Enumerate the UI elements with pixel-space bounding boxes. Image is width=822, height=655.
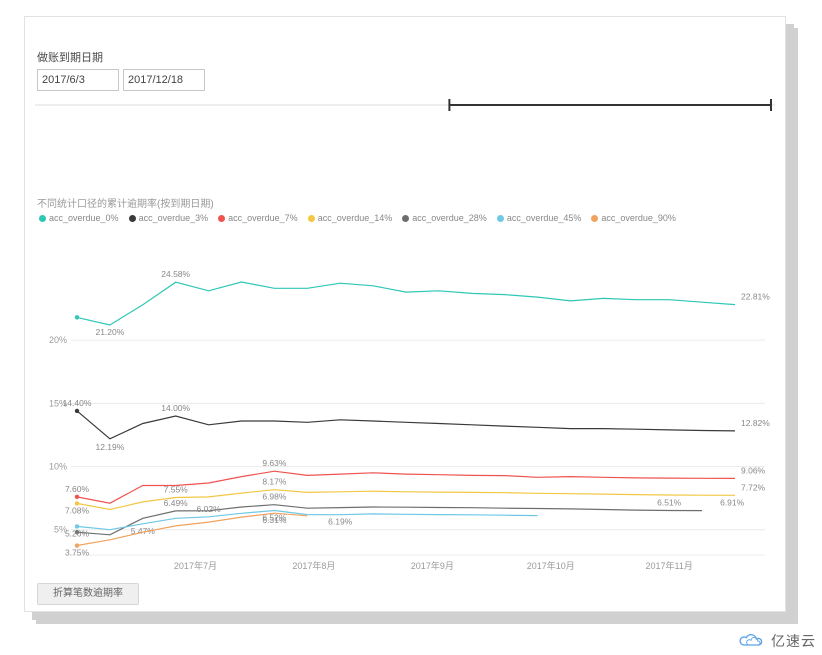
svg-text:12.82%: 12.82%: [741, 418, 770, 428]
svg-text:6.02%: 6.02%: [197, 504, 222, 514]
date-to-input[interactable]: 2017/12/18: [123, 69, 205, 91]
svg-text:2017年7月: 2017年7月: [174, 560, 217, 571]
svg-text:2017年11月: 2017年11月: [646, 560, 693, 571]
svg-text:7.72%: 7.72%: [741, 482, 766, 492]
svg-text:6.98%: 6.98%: [262, 492, 287, 502]
series-acc_overdue_3: [77, 411, 735, 439]
legend-dot-icon: [218, 215, 225, 222]
svg-text:24.58%: 24.58%: [161, 269, 190, 279]
svg-text:22.81%: 22.81%: [741, 292, 770, 302]
legend-dot-icon: [497, 215, 504, 222]
legend-label: acc_overdue_7%: [228, 213, 298, 223]
svg-text:6.51%: 6.51%: [657, 498, 682, 508]
svg-text:6.31%: 6.31%: [262, 515, 287, 525]
svg-text:14.00%: 14.00%: [161, 403, 190, 413]
svg-text:3.75%: 3.75%: [65, 548, 90, 558]
legend-item-acc_overdue_28[interactable]: acc_overdue_28%: [402, 213, 487, 223]
svg-text:6.19%: 6.19%: [328, 517, 353, 527]
svg-text:6.49%: 6.49%: [164, 498, 189, 508]
cloud-icon: [735, 632, 767, 650]
svg-text:14.40%: 14.40%: [63, 398, 92, 408]
svg-text:12.19%: 12.19%: [95, 442, 124, 452]
svg-text:7.60%: 7.60%: [65, 484, 90, 494]
legend-item-acc_overdue_3[interactable]: acc_overdue_3%: [129, 213, 209, 223]
legend-label: acc_overdue_90%: [601, 213, 676, 223]
svg-text:2017年10月: 2017年10月: [527, 560, 575, 571]
legend-dot-icon: [129, 215, 136, 222]
legend-label: acc_overdue_3%: [139, 213, 209, 223]
svg-text:2017年9月: 2017年9月: [411, 560, 454, 571]
watermark: 亿速云: [735, 631, 816, 651]
svg-text:7.55%: 7.55%: [164, 484, 189, 494]
legend-label: acc_overdue_0%: [49, 213, 119, 223]
legend-dot-icon: [39, 215, 46, 222]
legend-dot-icon: [591, 215, 598, 222]
chart-area: 5%10%15%20%2017年7月2017年8月2017年9月2017年10月…: [35, 229, 775, 577]
legend-label: acc_overdue_45%: [507, 213, 582, 223]
svg-text:5.26%: 5.26%: [65, 528, 90, 538]
svg-text:10%: 10%: [49, 462, 67, 472]
legend-item-acc_overdue_14[interactable]: acc_overdue_14%: [308, 213, 393, 223]
legend-dot-icon: [308, 215, 315, 222]
legend-dot-icon: [402, 215, 409, 222]
watermark-text: 亿速云: [771, 631, 816, 651]
section-title: 做账到期日期: [37, 49, 103, 65]
date-from-input[interactable]: 2017/6/3: [37, 69, 119, 91]
legend-item-acc_overdue_90[interactable]: acc_overdue_90%: [591, 213, 676, 223]
footer-metric-pill[interactable]: 折算笔数逾期率: [37, 583, 139, 605]
main-panel: 做账到期日期 2017/6/3 2017/12/18 不同统计口径的累计逾期率(…: [24, 16, 786, 612]
svg-text:9.06%: 9.06%: [741, 465, 766, 475]
date-range-row: 2017/6/3 2017/12/18: [37, 69, 205, 91]
svg-text:20%: 20%: [49, 335, 67, 345]
series-acc_overdue_28: [77, 505, 702, 535]
svg-text:2017年8月: 2017年8月: [292, 560, 335, 571]
legend-item-acc_overdue_7[interactable]: acc_overdue_7%: [218, 213, 298, 223]
legend-label: acc_overdue_14%: [318, 213, 393, 223]
series-acc_overdue_0: [77, 282, 735, 325]
svg-text:9.63%: 9.63%: [262, 458, 287, 468]
chart-title: 不同统计口径的累计逾期率(按到期日期): [37, 195, 214, 210]
range-slider[interactable]: [35, 97, 775, 113]
svg-text:6.91%: 6.91%: [720, 498, 745, 508]
svg-text:8.17%: 8.17%: [262, 477, 287, 487]
legend-label: acc_overdue_28%: [412, 213, 487, 223]
legend-item-acc_overdue_0[interactable]: acc_overdue_0%: [39, 213, 119, 223]
chart-legend: acc_overdue_0% acc_overdue_3% acc_overdue_…: [39, 213, 676, 223]
legend-item-acc_overdue_45[interactable]: acc_overdue_45%: [497, 213, 582, 223]
svg-text:21.20%: 21.20%: [95, 327, 124, 337]
svg-text:7.08%: 7.08%: [65, 505, 90, 515]
